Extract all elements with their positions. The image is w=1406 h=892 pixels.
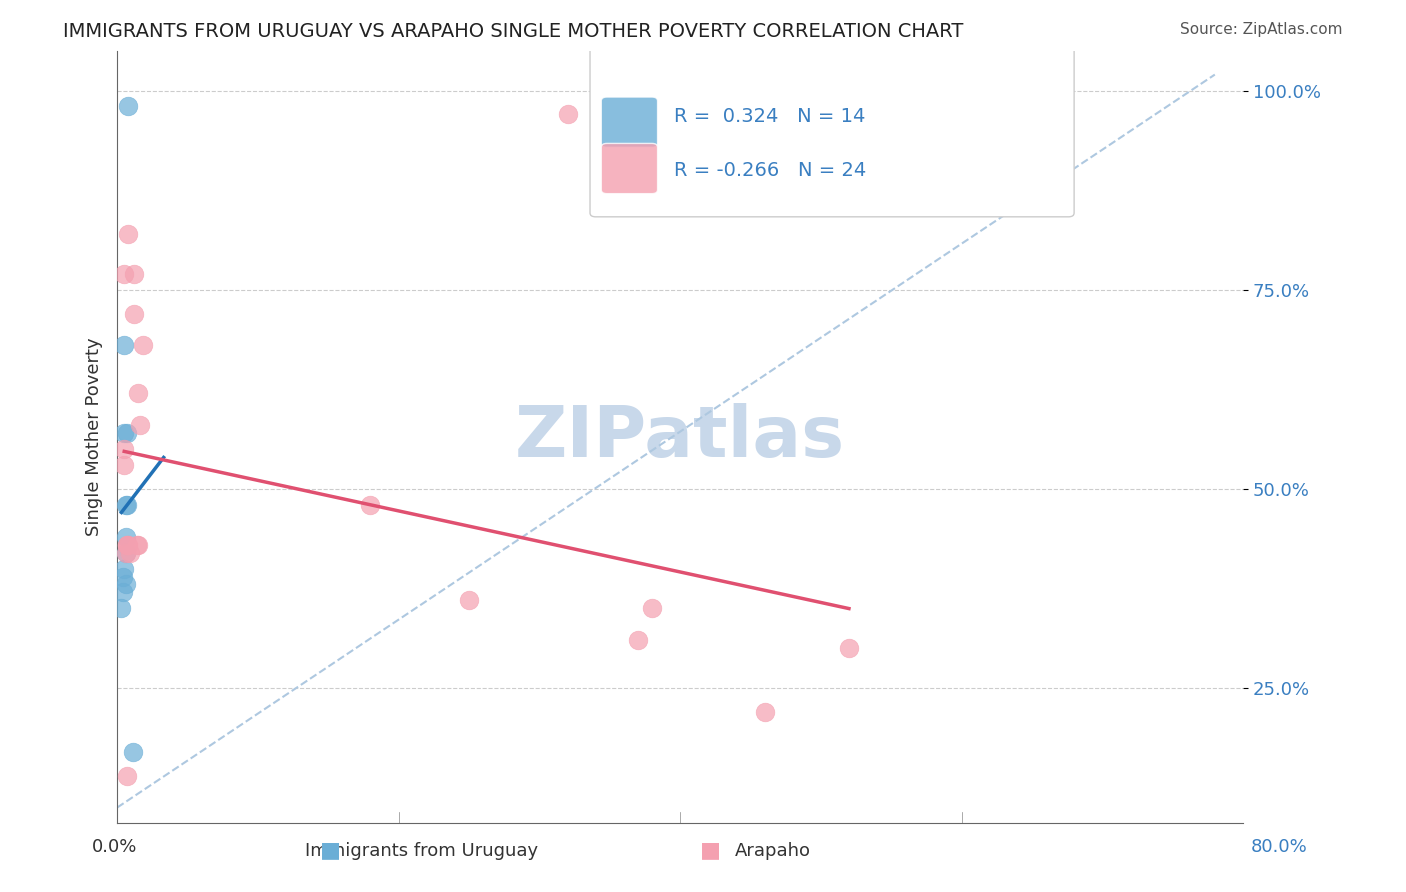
Point: [117, 99, 139, 113]
Text: IMMIGRANTS FROM URUGUAY VS ARAPAHO SINGLE MOTHER POVERTY CORRELATION CHART: IMMIGRANTS FROM URUGUAY VS ARAPAHO SINGL…: [63, 22, 963, 41]
FancyBboxPatch shape: [602, 97, 658, 147]
Point: [458, 593, 481, 607]
Text: 0.0%: 0.0%: [91, 838, 136, 855]
Point: [121, 745, 143, 759]
Point: [127, 386, 149, 401]
Text: R = -0.266   N = 24: R = -0.266 N = 24: [675, 161, 866, 180]
Point: [114, 546, 136, 560]
Y-axis label: Single Mother Poverty: Single Mother Poverty: [86, 338, 103, 536]
Point: [110, 601, 132, 615]
Point: [117, 538, 139, 552]
Point: [115, 426, 138, 441]
FancyBboxPatch shape: [591, 46, 1074, 217]
Text: ZIPatlas: ZIPatlas: [515, 402, 845, 472]
Point: [112, 426, 135, 441]
Point: [114, 546, 136, 560]
Point: [114, 530, 136, 544]
Point: [754, 705, 776, 719]
Text: Arapaho: Arapaho: [735, 842, 811, 860]
Text: R =  0.324   N = 14: R = 0.324 N = 14: [675, 107, 866, 126]
Point: [118, 546, 141, 560]
Point: [641, 601, 664, 615]
Point: [115, 538, 138, 552]
Point: [112, 338, 135, 352]
Point: [111, 569, 134, 583]
Point: [111, 585, 134, 599]
Text: 80.0%: 80.0%: [1251, 838, 1308, 855]
Point: [115, 498, 138, 512]
Text: ■: ■: [321, 840, 340, 860]
Point: [117, 227, 139, 241]
Point: [125, 538, 148, 552]
Point: [127, 538, 149, 552]
Point: [112, 442, 135, 456]
Point: [112, 458, 135, 472]
Point: [122, 267, 145, 281]
Point: [112, 267, 135, 281]
Point: [131, 338, 153, 352]
Point: [627, 633, 650, 648]
Point: [122, 307, 145, 321]
Text: Source: ZipAtlas.com: Source: ZipAtlas.com: [1180, 22, 1343, 37]
FancyBboxPatch shape: [602, 144, 658, 194]
Point: [114, 577, 136, 591]
Point: [114, 498, 136, 512]
Point: [360, 498, 382, 512]
Point: [115, 769, 138, 783]
Point: [557, 107, 579, 121]
Point: [115, 538, 138, 552]
Point: [128, 418, 150, 433]
Text: ■: ■: [700, 840, 720, 860]
Point: [838, 641, 860, 656]
Point: [112, 561, 135, 575]
Text: Immigrants from Uruguay: Immigrants from Uruguay: [305, 842, 538, 860]
